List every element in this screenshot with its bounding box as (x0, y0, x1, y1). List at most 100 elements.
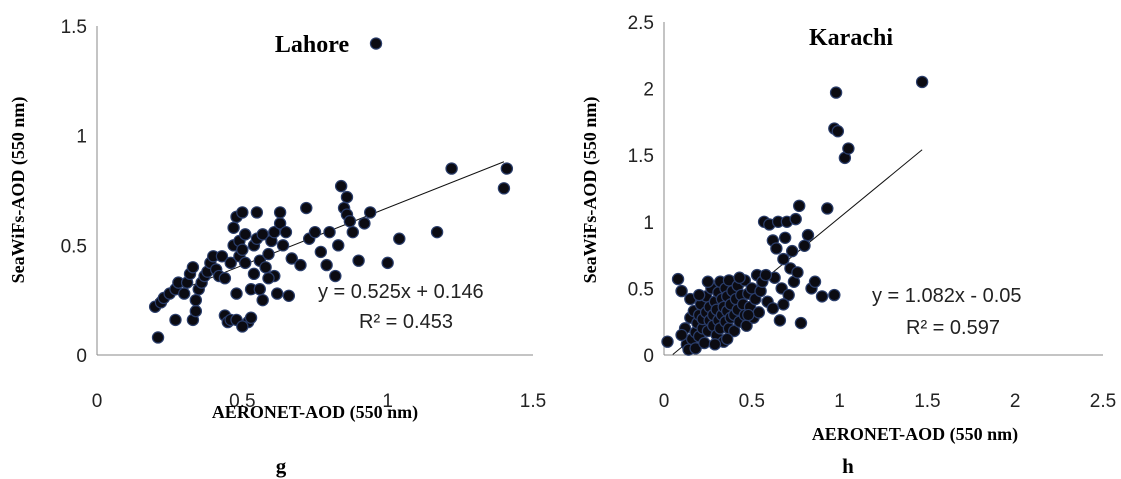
data-point (785, 244, 799, 258)
data-point (352, 254, 365, 267)
data-point (778, 231, 792, 244)
data-point (262, 272, 275, 285)
points-karachi (661, 75, 929, 356)
chart-title-lahore: Lahore (275, 32, 350, 58)
data-point (323, 225, 336, 239)
data-point (332, 239, 345, 252)
data-point (831, 125, 845, 138)
data-point (273, 206, 287, 219)
data-point (177, 287, 191, 300)
equation-lahore: y = 0.525x + 0.146 (318, 281, 484, 303)
data-point (708, 338, 722, 351)
data-point (791, 266, 804, 279)
x-axis-title-karachi: AERONET-AOD (550 nm) (812, 424, 1018, 445)
y-axis-title-karachi: SeaWiFs-AOD (550 nm) (580, 97, 601, 284)
data-point (661, 335, 674, 348)
data-point (828, 288, 841, 302)
data-point (256, 293, 269, 307)
equation-karachi: y = 1.082x - 0.05 (872, 285, 1022, 307)
data-point (151, 331, 165, 344)
data-point (239, 256, 252, 270)
x-tick-label: 1 (834, 391, 845, 412)
data-point (189, 304, 203, 318)
data-point (329, 269, 342, 283)
x-tick-label: 0 (659, 391, 670, 412)
y-axis-title-lahore: SeaWiFs-AOD (550 nm) (8, 97, 29, 284)
data-point (445, 162, 458, 175)
data-point (343, 215, 357, 228)
data-point (259, 261, 272, 274)
data-point (364, 206, 377, 219)
data-point (294, 258, 307, 272)
data-point (314, 245, 328, 259)
x-tick-label: 0.5 (229, 391, 255, 412)
chart-lahore: Lahore 0 0.5 1 1.5 0 0.5 1 1.5 y = 0.525x + 0.… (8, 17, 546, 478)
data-point (766, 302, 780, 315)
y-tick-label: 0 (76, 346, 87, 367)
data-point (253, 283, 266, 296)
data-point (915, 75, 929, 89)
y-tick-label: 0 (643, 346, 654, 367)
data-point (236, 206, 249, 219)
data-point (247, 267, 261, 281)
x-tick-label: 0 (92, 391, 103, 412)
x-ticks-lahore: 0 0.5 1 1.5 (92, 391, 547, 412)
data-point (773, 314, 787, 327)
data-point (721, 332, 734, 346)
y-tick-label: 1 (643, 213, 654, 234)
data-point (256, 228, 269, 241)
x-tick-label: 1.5 (520, 391, 546, 412)
data-point (733, 271, 746, 284)
data-point (276, 239, 290, 252)
y-tick-label: 1 (76, 127, 87, 148)
r2-karachi: R² = 0.597 (906, 317, 1000, 339)
data-point (262, 247, 275, 261)
x-tick-label: 1.5 (914, 391, 940, 412)
points-lahore (148, 37, 514, 344)
data-point (675, 328, 688, 342)
data-point (759, 268, 773, 282)
x-ticks-karachi: 0 0.5 1 1.5 2 2.5 (659, 391, 1117, 412)
data-point (821, 202, 834, 215)
data-point (829, 86, 843, 99)
data-point (271, 287, 284, 300)
data-point (782, 288, 795, 302)
x-tick-label: 0.5 (739, 391, 765, 412)
data-point (244, 311, 258, 324)
data-point (279, 225, 293, 239)
data-point (239, 228, 252, 241)
panel-label-h: h (842, 454, 854, 478)
data-point (500, 162, 514, 175)
data-point (186, 261, 200, 274)
data-point (497, 182, 511, 195)
y-ticks-lahore: 0 0.5 1 1.5 (61, 17, 87, 367)
data-point (340, 190, 354, 204)
data-point (169, 313, 182, 327)
data-point (752, 306, 766, 319)
r2-lahore: R² = 0.453 (359, 311, 453, 333)
data-point (250, 206, 264, 219)
data-point (300, 201, 313, 215)
y-tick-label: 2.5 (628, 13, 654, 34)
x-tick-label: 2 (1010, 391, 1021, 412)
data-point (675, 284, 688, 298)
data-point (189, 293, 203, 307)
data-point (770, 242, 783, 255)
data-point (777, 252, 790, 266)
data-point (224, 256, 237, 270)
panel-label-g: g (276, 454, 287, 478)
y-tick-label: 0.5 (61, 236, 87, 257)
data-point (801, 228, 815, 242)
data-point (794, 316, 808, 330)
y-tick-label: 1.5 (628, 146, 654, 167)
x-tick-label: 1 (382, 391, 393, 412)
data-point (369, 37, 383, 50)
data-point (218, 272, 232, 285)
data-point (215, 250, 229, 263)
data-point (227, 221, 240, 234)
data-point (793, 199, 806, 213)
data-point (236, 320, 249, 333)
data-point (346, 225, 359, 239)
data-point (698, 336, 711, 350)
